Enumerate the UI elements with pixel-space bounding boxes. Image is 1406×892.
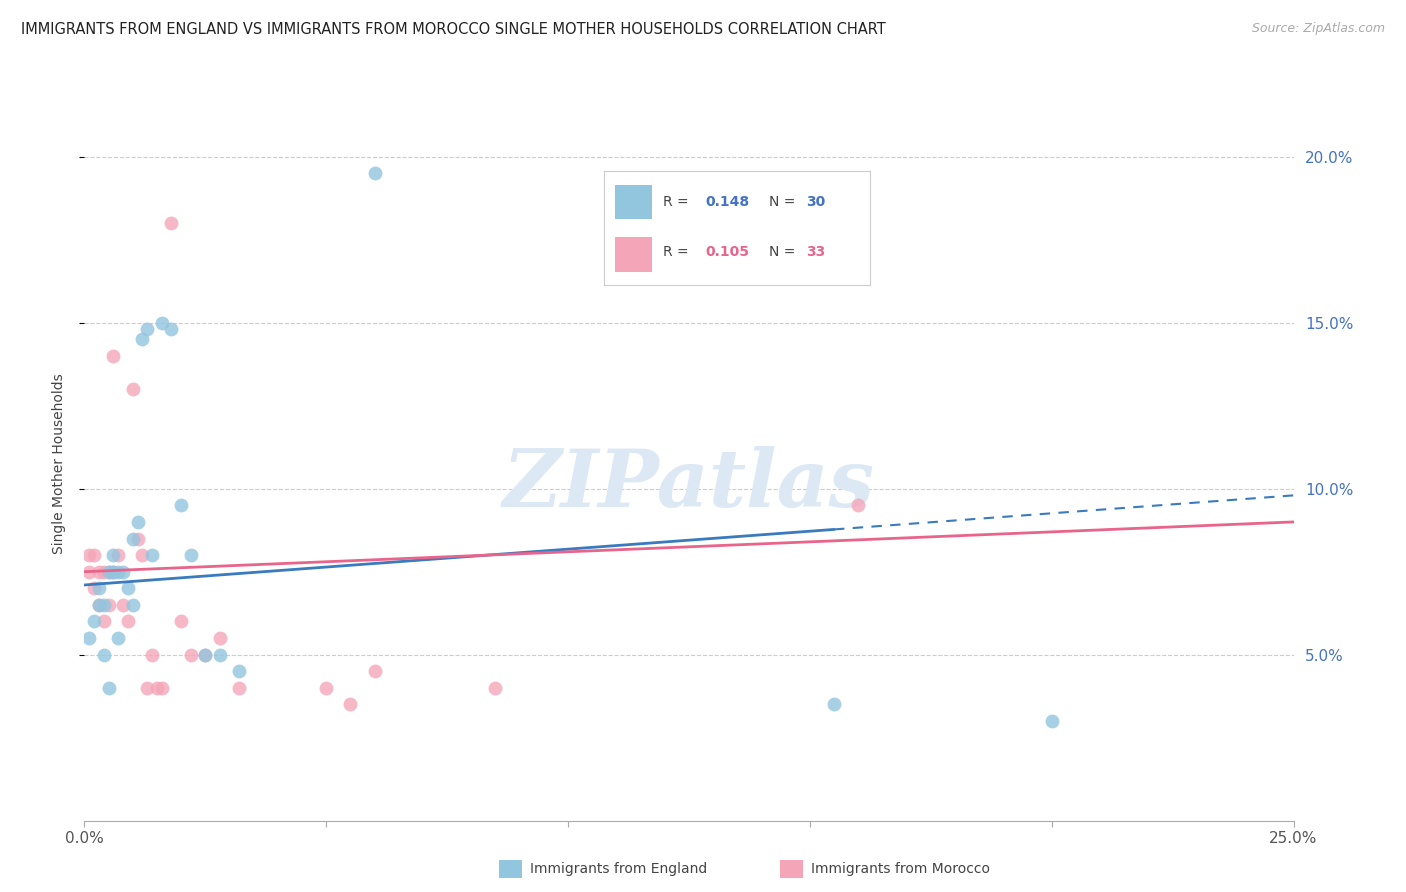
Point	[131, 332, 153, 346]
Point	[97, 681, 120, 695]
Point	[77, 548, 100, 562]
Point	[484, 681, 506, 695]
Point	[146, 681, 169, 695]
Point	[363, 166, 385, 180]
Point	[117, 615, 139, 629]
Point	[87, 598, 110, 612]
Point	[228, 665, 250, 679]
Point	[103, 565, 125, 579]
Point	[87, 598, 110, 612]
Point	[127, 515, 149, 529]
Point	[83, 582, 105, 596]
Point	[97, 565, 120, 579]
Point	[77, 565, 100, 579]
Text: Source: ZipAtlas.com: Source: ZipAtlas.com	[1251, 22, 1385, 36]
Point	[121, 598, 143, 612]
Point	[121, 382, 143, 396]
Point	[121, 532, 143, 546]
Text: IMMIGRANTS FROM ENGLAND VS IMMIGRANTS FROM MOROCCO SINGLE MOTHER HOUSEHOLDS CORR: IMMIGRANTS FROM ENGLAND VS IMMIGRANTS FR…	[21, 22, 886, 37]
Point	[136, 681, 159, 695]
Point	[117, 582, 139, 596]
Point	[141, 548, 163, 562]
Point	[194, 648, 217, 662]
Point	[87, 582, 110, 596]
Point	[112, 598, 135, 612]
Point	[112, 565, 135, 579]
Point	[228, 681, 250, 695]
Point	[93, 598, 115, 612]
Point	[93, 615, 115, 629]
Point	[363, 665, 385, 679]
Point	[160, 216, 183, 230]
Point	[170, 615, 193, 629]
Point	[103, 548, 125, 562]
Point	[93, 565, 115, 579]
Point	[93, 648, 115, 662]
Point	[107, 565, 129, 579]
Point	[194, 648, 217, 662]
Point	[180, 648, 202, 662]
Text: Immigrants from Morocco: Immigrants from Morocco	[811, 862, 990, 876]
Point	[170, 499, 193, 513]
Point	[107, 548, 129, 562]
Point	[180, 548, 202, 562]
Point	[846, 499, 869, 513]
Point	[77, 631, 100, 645]
Point	[103, 349, 125, 363]
Point	[103, 565, 125, 579]
Text: Immigrants from England: Immigrants from England	[530, 862, 707, 876]
Text: ZIPatlas: ZIPatlas	[503, 447, 875, 524]
Point	[107, 631, 129, 645]
Point	[208, 631, 231, 645]
Point	[150, 316, 173, 330]
Point	[823, 698, 845, 712]
Point	[97, 565, 120, 579]
Point	[160, 322, 183, 336]
Point	[150, 681, 173, 695]
Point	[83, 615, 105, 629]
Point	[339, 698, 361, 712]
Point	[97, 598, 120, 612]
Point	[315, 681, 337, 695]
Point	[87, 565, 110, 579]
Y-axis label: Single Mother Households: Single Mother Households	[52, 374, 66, 554]
Point	[136, 322, 159, 336]
Point	[83, 548, 105, 562]
Point	[1040, 714, 1063, 728]
Point	[131, 548, 153, 562]
Point	[141, 648, 163, 662]
Point	[127, 532, 149, 546]
Point	[208, 648, 231, 662]
